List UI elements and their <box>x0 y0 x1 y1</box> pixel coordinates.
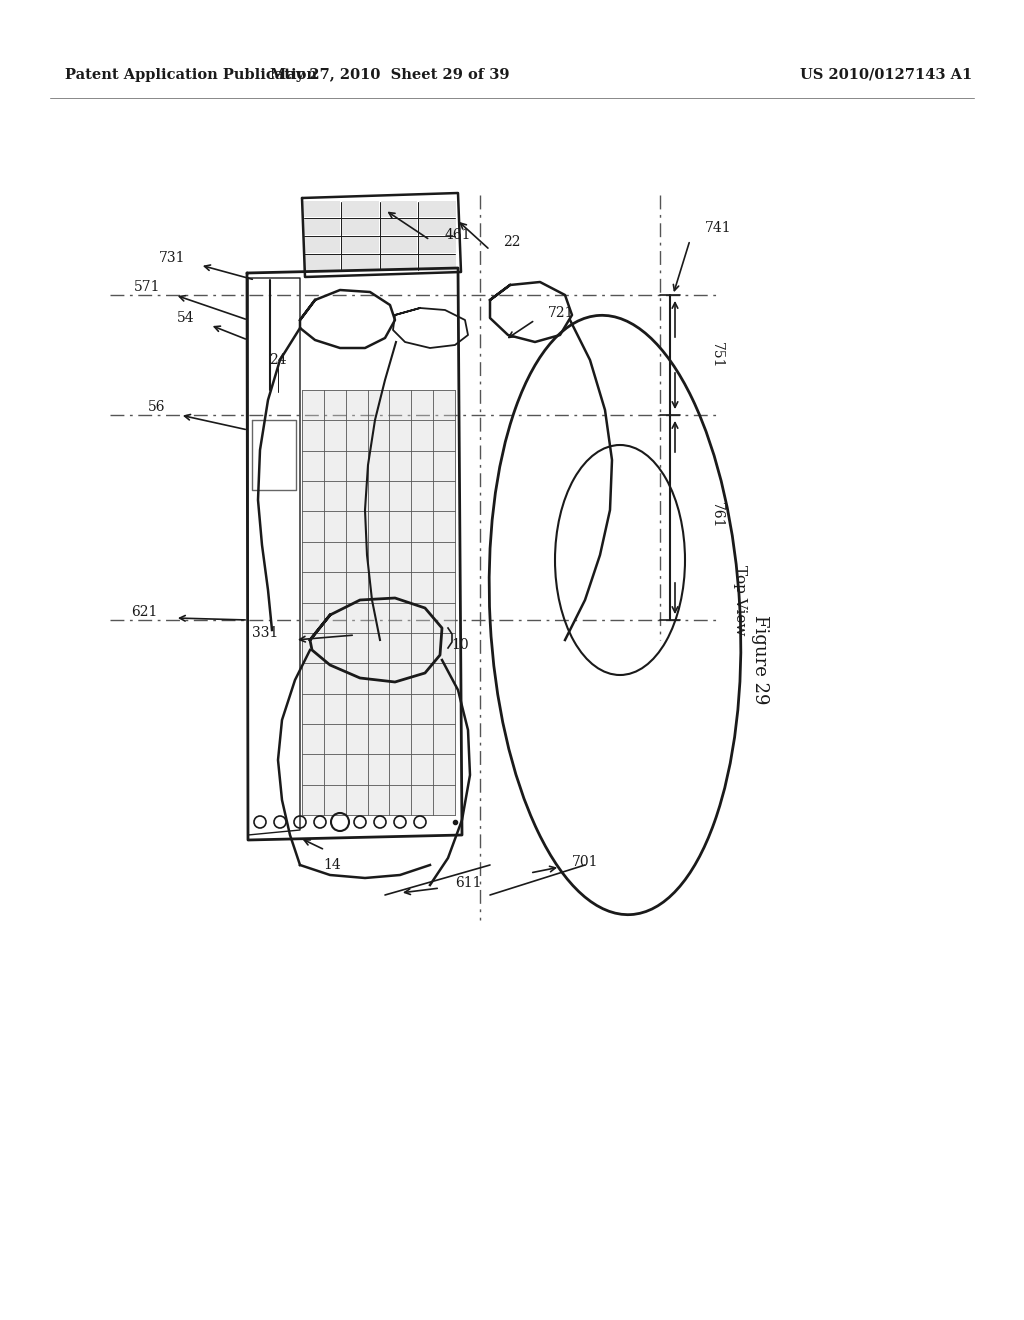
Bar <box>381 255 417 271</box>
Text: 741: 741 <box>705 220 731 235</box>
Bar <box>381 219 417 235</box>
Text: Top View: Top View <box>733 565 746 635</box>
Text: 56: 56 <box>147 400 165 414</box>
Text: US 2010/0127143 A1: US 2010/0127143 A1 <box>800 69 972 82</box>
Text: 331: 331 <box>252 626 278 640</box>
Text: Figure 29: Figure 29 <box>751 615 769 705</box>
Bar <box>419 219 456 235</box>
Bar <box>381 201 417 216</box>
Bar <box>342 238 379 253</box>
Text: 14: 14 <box>324 858 341 873</box>
Text: 621: 621 <box>132 605 158 619</box>
Bar <box>303 255 340 271</box>
Bar <box>302 389 455 814</box>
Text: 22: 22 <box>503 235 520 249</box>
Text: 751: 751 <box>710 342 724 368</box>
Bar <box>342 255 379 271</box>
Bar <box>419 201 456 216</box>
Bar <box>303 201 340 216</box>
Text: 611: 611 <box>455 876 481 890</box>
Bar <box>342 219 379 235</box>
Text: 721: 721 <box>548 306 574 319</box>
Text: 24: 24 <box>269 352 287 367</box>
Text: 701: 701 <box>572 855 598 869</box>
Bar <box>381 238 417 253</box>
Bar <box>419 238 456 253</box>
Bar <box>303 219 340 235</box>
Text: Patent Application Publication: Patent Application Publication <box>65 69 317 82</box>
Bar <box>342 201 379 216</box>
Text: 54: 54 <box>177 312 195 325</box>
Text: 10: 10 <box>452 638 469 652</box>
Bar <box>303 238 340 253</box>
Text: 461: 461 <box>445 228 471 242</box>
Text: 571: 571 <box>133 280 160 294</box>
Text: 731: 731 <box>159 251 185 265</box>
Text: May 27, 2010  Sheet 29 of 39: May 27, 2010 Sheet 29 of 39 <box>270 69 510 82</box>
Text: 761: 761 <box>710 502 724 528</box>
Bar <box>419 255 456 271</box>
